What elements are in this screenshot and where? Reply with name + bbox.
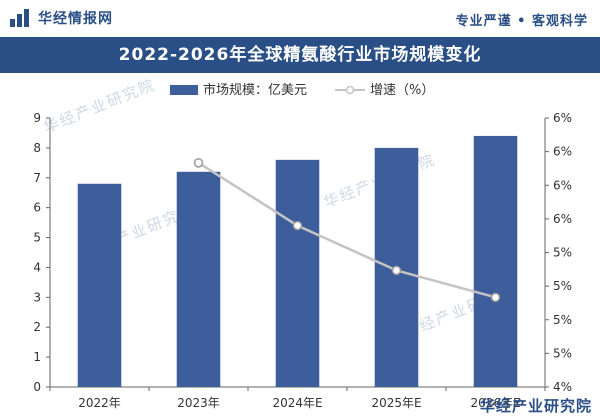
y-right-tick-label: 6% (553, 111, 572, 125)
legend-line-label: 增速（%） (370, 83, 434, 98)
growth-point (391, 265, 402, 276)
x-tick-label: 2023年 (177, 396, 220, 410)
y-left-tick-label: 8 (33, 141, 41, 155)
bar (176, 171, 221, 387)
x-tick-label: 2022年 (78, 396, 121, 410)
y-right-tick-label: 6% (553, 178, 572, 192)
bar (473, 135, 518, 387)
bar (77, 183, 122, 387)
y-right-tick-label: 6% (553, 212, 572, 226)
y-left-tick-label: 0 (33, 380, 41, 394)
tagline: 专业严谨 • 客观科学 (455, 14, 588, 29)
y-left-tick-label: 5 (33, 231, 41, 245)
y-right-tick-label: 4% (553, 380, 572, 394)
y-left-tick-label: 7 (33, 171, 41, 185)
growth-point (193, 158, 204, 168)
y-left-tick-label: 9 (33, 111, 41, 125)
y-right-tick-label: 5% (553, 279, 572, 293)
y-right-tick-label: 5% (553, 313, 572, 327)
y-right-tick-label: 5% (553, 246, 572, 260)
y-left-tick-label: 2 (33, 320, 41, 334)
brand: 华经情报网 (10, 8, 113, 28)
y-left-tick-label: 1 (33, 350, 41, 364)
legend-bar-label: 市场规模：亿美元 (203, 82, 307, 98)
legend-bar-swatch (170, 85, 198, 95)
brand-name: 华经情报网 (38, 11, 113, 27)
legend-line-marker (345, 85, 355, 95)
bar (275, 159, 320, 387)
y-right-tick-label: 6% (553, 145, 572, 159)
x-tick-label: 2026年E (470, 396, 520, 410)
y-left-tick-label: 6 (33, 201, 41, 215)
y-right-tick-label: 5% (553, 346, 572, 360)
footer-brand: 华经产业研究院 (479, 397, 592, 415)
y-left-tick-label: 3 (33, 290, 41, 304)
growth-point (292, 220, 303, 231)
growth-point (490, 292, 501, 303)
legend: 市场规模：亿美元 增速（%） (170, 82, 434, 98)
x-tick-label: 2024年E (272, 396, 322, 410)
growth-line (197, 161, 496, 299)
top-bar: 华经情报网 专业严谨 • 客观科学 (0, 0, 600, 36)
x-tick-label: 2025年E (371, 396, 421, 410)
chart-title: 2022-2026年全球精氨酸行业市场规模变化 (118, 45, 482, 65)
y-left-tick-label: 4 (33, 260, 41, 274)
title-bar: 2022-2026年全球精氨酸行业市场规模变化 (0, 37, 600, 73)
brand-logo-icon (10, 9, 32, 27)
